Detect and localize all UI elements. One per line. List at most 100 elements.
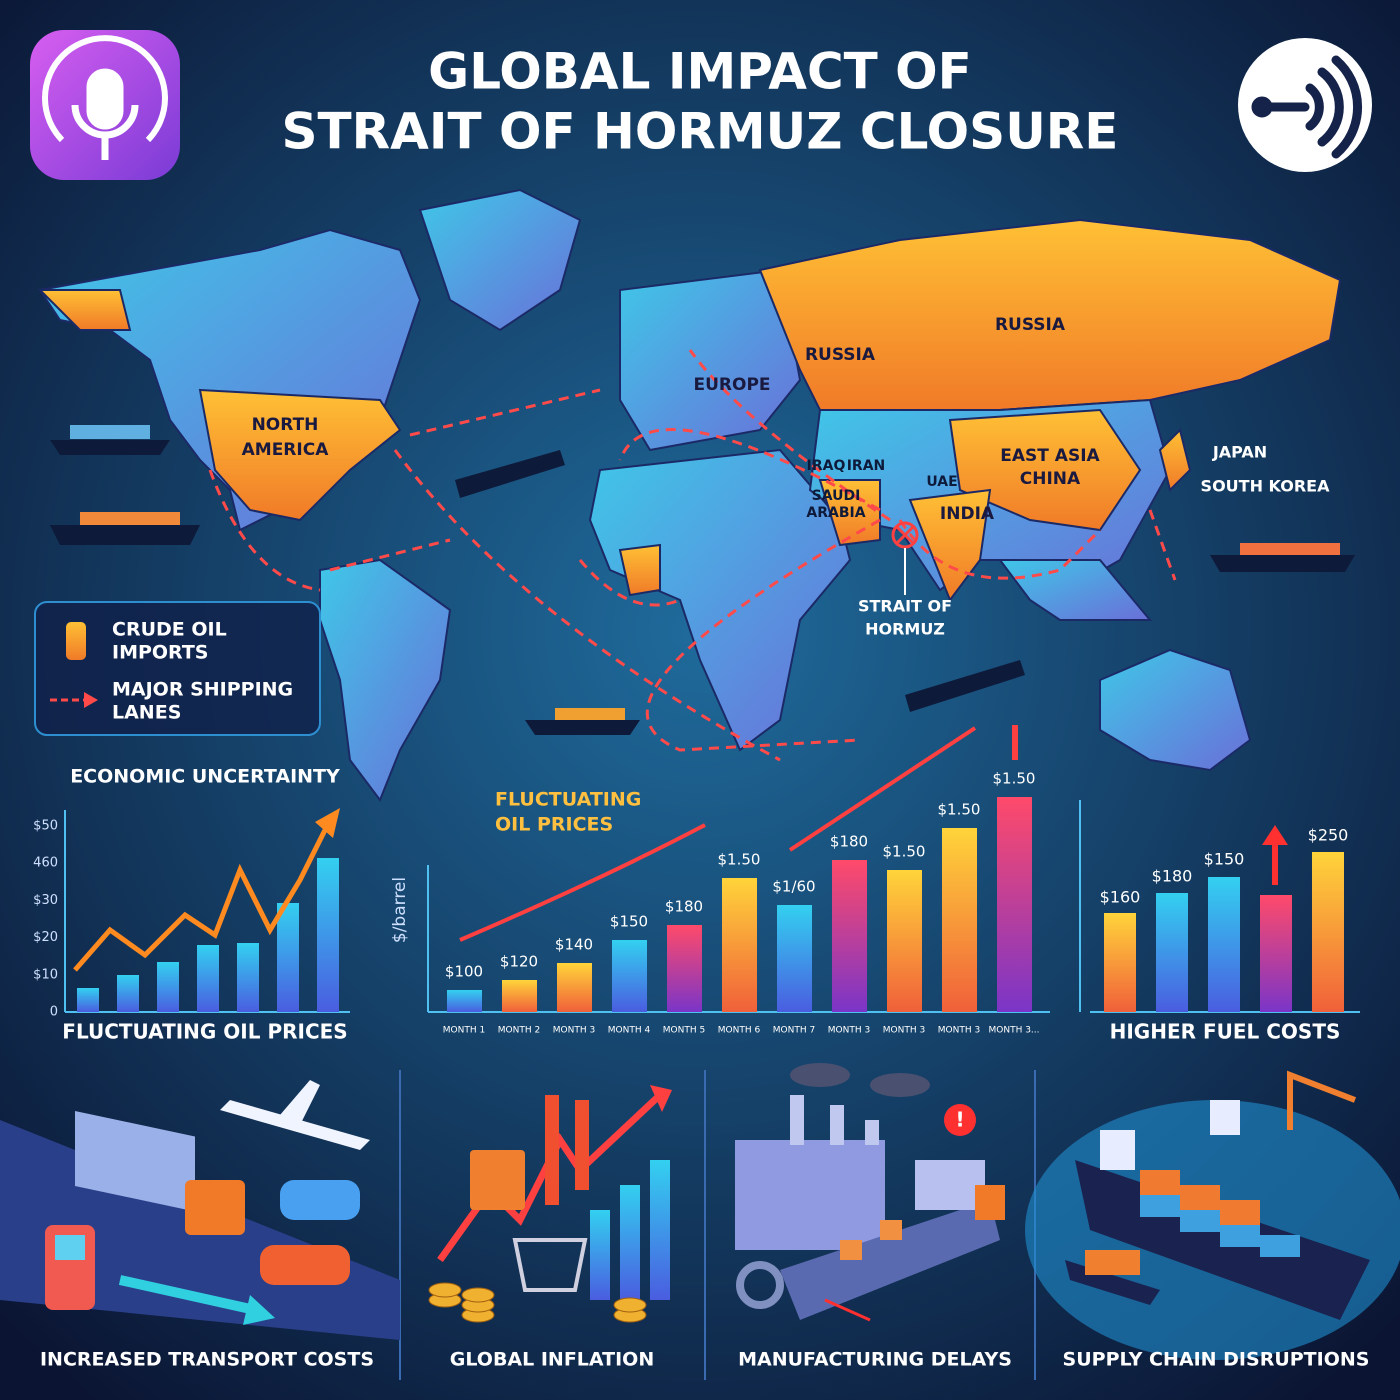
bar: [1260, 895, 1292, 1012]
trend-line: [788, 726, 977, 852]
bar: [502, 980, 537, 1012]
trend-arrow: [315, 808, 340, 838]
value-label: $1.50: [993, 770, 1036, 788]
trend-line: [73, 818, 333, 972]
x-tick-label: MONTH 7: [773, 1026, 815, 1036]
strait-marker: [895, 525, 915, 545]
bar: [1208, 877, 1240, 1012]
legend-label: LANES: [112, 702, 181, 724]
legend-label: MAJOR SHIPPING: [112, 679, 293, 701]
value-label: $120: [500, 953, 538, 971]
map-label: NORTH: [252, 415, 319, 435]
chart-title: FLUCTUATING: [495, 789, 641, 811]
y-tick-label: $50: [33, 819, 58, 834]
x-tick-label: MONTH 3: [938, 1026, 980, 1036]
value-label: $1.50: [883, 843, 926, 861]
value-label: $180: [665, 898, 703, 916]
trend-line: [459, 823, 706, 942]
panel-caption: SUPPLY CHAIN DISRUPTIONS: [1063, 1349, 1370, 1371]
map-label: ARABIA: [806, 505, 865, 521]
map-label: AMERICA: [242, 440, 330, 460]
map-label: EAST ASIA: [1000, 446, 1100, 466]
map-label: JAPAN: [1212, 443, 1267, 462]
map-label: IRAN: [847, 458, 886, 474]
x-tick-label: MONTH 1: [443, 1026, 485, 1036]
map-label: STRAIT OF: [858, 597, 952, 616]
x-tick-label: MONTH 3: [883, 1026, 925, 1036]
y-axis-label: $/barrel: [390, 877, 410, 943]
legend-box: [34, 601, 321, 736]
title-line: STRAIT OF HORMUZ CLOSURE: [282, 103, 1119, 161]
y-tick-label: $30: [33, 893, 58, 908]
map-label: RUSSIA: [805, 345, 876, 365]
map-label: UAE: [926, 474, 957, 490]
x-tick-label: MONTH 4: [608, 1026, 651, 1036]
bar: [997, 797, 1032, 1012]
map-label: SOUTH KOREA: [1201, 477, 1331, 496]
title-line: GLOBAL IMPACT OF: [428, 43, 972, 101]
y-tick-label: 460: [33, 856, 58, 871]
bar: [942, 828, 977, 1012]
value-label: $1.50: [938, 801, 981, 819]
bar: [722, 878, 757, 1012]
legend-label: IMPORTS: [112, 642, 208, 664]
value-label: $1.50: [718, 851, 761, 869]
map-label: HORMUZ: [865, 620, 945, 639]
bar: [1312, 852, 1344, 1012]
x-tick-label: MONTH 2: [498, 1026, 540, 1036]
bar: [1156, 893, 1188, 1012]
map-label: IRAQ: [807, 458, 846, 474]
inflation-illustration: [428, 1085, 672, 1323]
chart-caption: HIGHER FUEL COSTS: [1110, 1020, 1341, 1044]
transport-illustration: [0, 1080, 400, 1340]
bar: [1104, 913, 1136, 1012]
strait-marker: [891, 521, 919, 549]
bars: [77, 858, 339, 1012]
x-tick-label: MONTH 3: [828, 1026, 870, 1036]
panel-caption: GLOBAL INFLATION: [450, 1349, 654, 1371]
map-label: CHINA: [1020, 469, 1081, 489]
podcast-glyph: [42, 35, 168, 160]
legend-label: CRUDE OIL: [112, 619, 227, 641]
map-label: SAUDI: [812, 488, 861, 504]
value-label: $1/60: [772, 878, 815, 896]
panel-caption: INCREASED TRANSPORT COSTS: [40, 1349, 374, 1371]
value-label: $140: [555, 936, 593, 954]
bar: [557, 963, 592, 1012]
svg-text:!: !: [955, 1108, 964, 1132]
value-label: $150: [1204, 850, 1245, 869]
ships: [50, 425, 1355, 735]
shipping-lanes: [208, 349, 1177, 762]
value-label: $180: [1152, 867, 1193, 886]
chart-title: ECONOMIC UNCERTAINTY: [70, 766, 340, 788]
bar: [887, 870, 922, 1012]
map-label: EUROPE: [693, 375, 770, 395]
chart-caption: FLUCTUATING OIL PRICES: [62, 1020, 347, 1044]
manufacturing-illustration: !: [735, 1063, 1005, 1322]
bar: [667, 925, 702, 1012]
legend-swatch: [84, 692, 98, 708]
panel-caption: MANUFACTURING DELAYS: [738, 1349, 1012, 1371]
x-tick-label: MONTH 5: [663, 1026, 705, 1036]
x-tick-label: MONTH 6: [718, 1026, 761, 1036]
x-tick-label: MONTH 3...: [988, 1026, 1039, 1036]
x-tick-label: MONTH 3: [553, 1026, 595, 1036]
legend-swatch: [66, 622, 86, 660]
anchor-glyph: [1251, 55, 1362, 159]
map-label: RUSSIA: [995, 315, 1066, 335]
trend-arrow: [1262, 825, 1288, 845]
bar: [612, 940, 647, 1012]
bar: [447, 990, 482, 1012]
y-tick-label: 0: [50, 1005, 58, 1020]
chart-title: OIL PRICES: [495, 814, 613, 836]
value-label: $100: [445, 963, 483, 981]
value-label: $250: [1308, 826, 1349, 845]
world-map: [37, 188, 1342, 803]
value-label: $180: [830, 833, 868, 851]
supply-chain-illustration: [1025, 1070, 1400, 1360]
y-tick-label: $10: [33, 967, 58, 982]
map-label: INDIA: [940, 504, 995, 524]
y-tick-label: $20: [33, 930, 58, 945]
